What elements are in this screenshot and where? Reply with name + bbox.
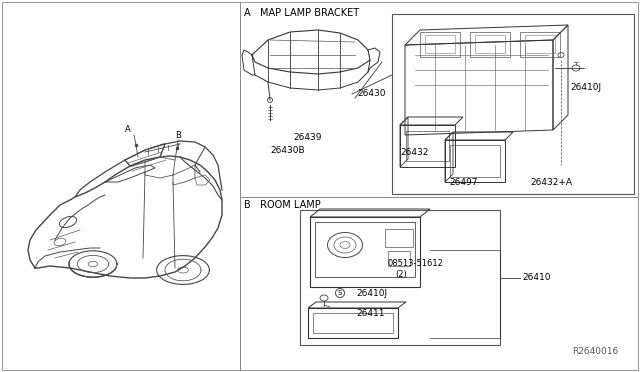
- Text: 26411: 26411: [356, 310, 385, 318]
- Text: 26410J: 26410J: [356, 289, 387, 298]
- Text: 26430: 26430: [357, 90, 385, 99]
- Bar: [310, 217, 420, 287]
- Bar: [315, 222, 415, 277]
- Text: 26439: 26439: [293, 133, 321, 142]
- Bar: [392, 14, 634, 194]
- Text: B: B: [175, 131, 181, 141]
- Bar: [475, 35, 505, 53]
- Bar: [300, 210, 500, 345]
- Bar: [313, 313, 393, 333]
- Text: S: S: [338, 290, 342, 296]
- Bar: [445, 140, 505, 182]
- Bar: [308, 308, 398, 338]
- Text: 26430B: 26430B: [270, 146, 305, 155]
- Bar: [450, 145, 500, 177]
- Bar: [420, 32, 460, 57]
- Text: (2): (2): [395, 270, 407, 279]
- Text: 26410J: 26410J: [570, 83, 601, 93]
- Text: 26497: 26497: [449, 178, 477, 187]
- Bar: [470, 32, 510, 57]
- Text: 26432: 26432: [400, 148, 428, 157]
- Text: B   ROOM LAMP: B ROOM LAMP: [244, 200, 321, 210]
- Text: A   MAP LAMP BRACKET: A MAP LAMP BRACKET: [244, 8, 359, 18]
- Bar: [385, 229, 413, 247]
- Text: 26432+A: 26432+A: [530, 178, 572, 187]
- Bar: [520, 32, 560, 57]
- Bar: [406, 131, 449, 161]
- Bar: [525, 35, 555, 53]
- Bar: [425, 35, 455, 53]
- Bar: [400, 125, 455, 167]
- Bar: [388, 251, 410, 266]
- Text: R2640016: R2640016: [572, 347, 618, 356]
- Text: 26410: 26410: [522, 273, 550, 282]
- Text: A: A: [125, 125, 131, 135]
- Text: 08513-51612: 08513-51612: [388, 259, 444, 267]
